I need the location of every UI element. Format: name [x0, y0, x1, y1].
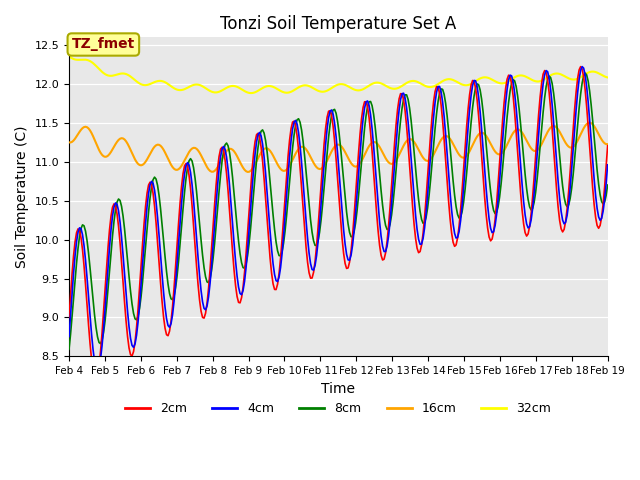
Title: Tonzi Soil Temperature Set A: Tonzi Soil Temperature Set A — [220, 15, 456, 33]
Y-axis label: Soil Temperature (C): Soil Temperature (C) — [15, 126, 29, 268]
Text: TZ_fmet: TZ_fmet — [72, 37, 135, 51]
Legend: 2cm, 4cm, 8cm, 16cm, 32cm: 2cm, 4cm, 8cm, 16cm, 32cm — [120, 397, 556, 420]
X-axis label: Time: Time — [321, 382, 355, 396]
